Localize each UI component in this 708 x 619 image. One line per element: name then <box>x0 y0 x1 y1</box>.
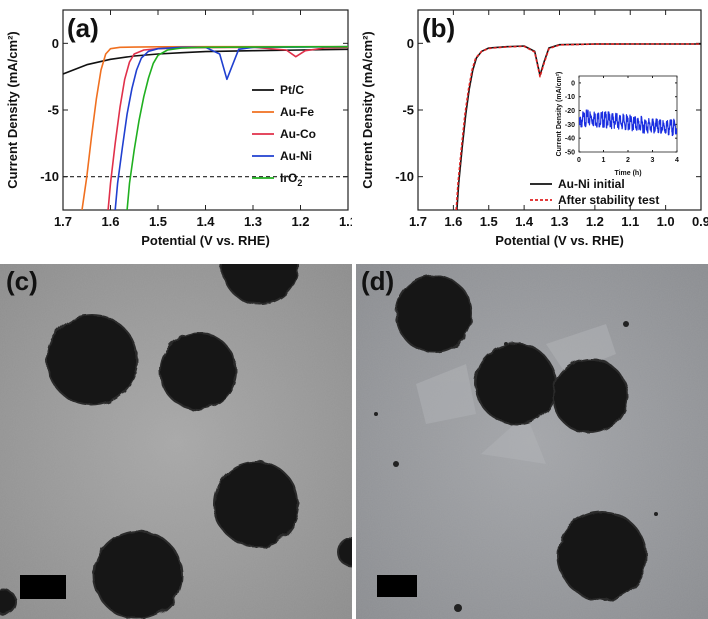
y-tick-label: 0 <box>571 80 575 87</box>
x-tick-label: 1.6 <box>101 214 119 229</box>
chart-b-svg: 1.7 1.6 1.5 1.4 1.3 1.2 1.1 1.0 0.9 0 -5 -10 Potenti… <box>360 9 708 248</box>
y-tick-label: -20 <box>565 108 575 115</box>
legend-label: After stability test <box>558 193 659 207</box>
x-tick-label: 1.1 <box>339 214 352 229</box>
nanoparticle <box>395 275 473 353</box>
x-tick-label: 1.5 <box>149 214 167 229</box>
series-line-iro2 <box>126 45 348 210</box>
y-axis-label: Current Density (mA/cm²) <box>556 72 563 157</box>
legend-label: Au-Ni <box>280 149 312 163</box>
x-tick-label: 0 <box>577 157 581 164</box>
nanoparticle <box>557 511 647 601</box>
tem-image-c-graphic <box>0 264 352 619</box>
y-tick-label: -10 <box>395 169 414 184</box>
x-tick-label: 1.3 <box>550 214 568 229</box>
y-tick-label: -10 <box>565 94 575 101</box>
panel-label-a: (a) <box>67 13 99 43</box>
x-axis-label: Time (h) <box>614 170 641 177</box>
legend-label: Pt/C <box>280 83 304 97</box>
y-tick-label: -5 <box>402 103 414 118</box>
chart-panel-a: 1.7 1.6 1.5 1.4 1.3 1.2 1.1 0 -5 -10 Potential (V … <box>0 0 357 262</box>
y-tick-label: 0 <box>52 36 59 51</box>
chart-panel-b: 1.7 1.6 1.5 1.4 1.3 1.2 1.1 1.0 0.9 0 -5 -10 Potenti… <box>355 0 708 262</box>
nanoparticle <box>159 332 237 410</box>
tem-image-c <box>0 264 352 619</box>
nanoparticle <box>337 537 352 567</box>
tem-image-d-graphic <box>356 264 708 619</box>
x-tick-label: 3 <box>651 157 655 164</box>
x-tick-label: 1.1 <box>621 214 639 229</box>
x-axis-label: Potential (V vs. RHE) <box>495 233 624 248</box>
x-tick-label: 4 <box>675 157 679 164</box>
scale-bar-c <box>20 575 66 599</box>
plot-area <box>579 109 677 137</box>
x-tick-label: 1.2 <box>586 214 604 229</box>
legend-label: Au-Fe <box>280 105 314 119</box>
legend-label: IrO2 <box>280 171 302 188</box>
tem-image-d <box>356 264 708 619</box>
x-tick-label: 1.5 <box>480 214 498 229</box>
x-tick-label: 1.6 <box>444 214 462 229</box>
scale-bar-d <box>377 575 417 597</box>
x-tick-label: 1.4 <box>196 214 215 229</box>
x-tick-label: 1.4 <box>515 214 534 229</box>
nanoparticle <box>213 461 299 547</box>
y-axis-label: Current Density (mA/cm²) <box>360 31 375 188</box>
x-tick-label: 1.2 <box>291 214 309 229</box>
x-tick-label: 1 <box>602 157 606 164</box>
legend-label: Au-Ni initial <box>558 177 625 191</box>
series-line-series-0 <box>579 109 677 137</box>
nanoparticle <box>46 314 138 406</box>
series-line-after-stability-test <box>455 43 701 210</box>
x-tick-label: 1.7 <box>409 214 427 229</box>
x-tick-label: 1.3 <box>244 214 262 229</box>
panel-label-c: (c) <box>6 266 38 296</box>
plot-area <box>455 43 701 210</box>
x-tick-label: 1.0 <box>657 214 675 229</box>
panel-label-b: (b) <box>422 13 455 43</box>
y-tick-label: 0 <box>407 36 414 51</box>
y-tick-label: -5 <box>47 103 59 118</box>
y-tick-label: -40 <box>565 136 575 143</box>
inset-chart: 0 1 2 3 4 0 -10 -20 -30 -40 -50 Time (h) Current Den… <box>556 72 679 177</box>
y-tick-label: -50 <box>565 149 575 156</box>
y-tick-label: -30 <box>565 122 575 129</box>
panel-label-d: (d) <box>361 266 395 296</box>
chart-a-svg: 1.7 1.6 1.5 1.4 1.3 1.2 1.1 0 -5 -10 Potential (V … <box>5 9 357 248</box>
nanoparticle <box>221 264 299 305</box>
series-line-au-ni <box>114 45 348 210</box>
y-axis-label: Current Density (mA/cm²) <box>5 31 20 188</box>
nanoparticle <box>552 358 628 434</box>
x-tick-label: 1.7 <box>54 214 72 229</box>
nanoparticle <box>93 530 183 619</box>
plot-area <box>63 45 348 210</box>
legend-label: Au-Co <box>280 127 316 141</box>
nanoparticle <box>475 343 557 425</box>
series-line-pt-c <box>63 48 348 75</box>
x-tick-label: 0.9 <box>692 214 708 229</box>
y-tick-label: -10 <box>40 169 59 184</box>
nanoparticle <box>0 589 17 615</box>
x-axis-label: Potential (V vs. RHE) <box>141 233 270 248</box>
x-tick-label: 2 <box>626 157 630 164</box>
